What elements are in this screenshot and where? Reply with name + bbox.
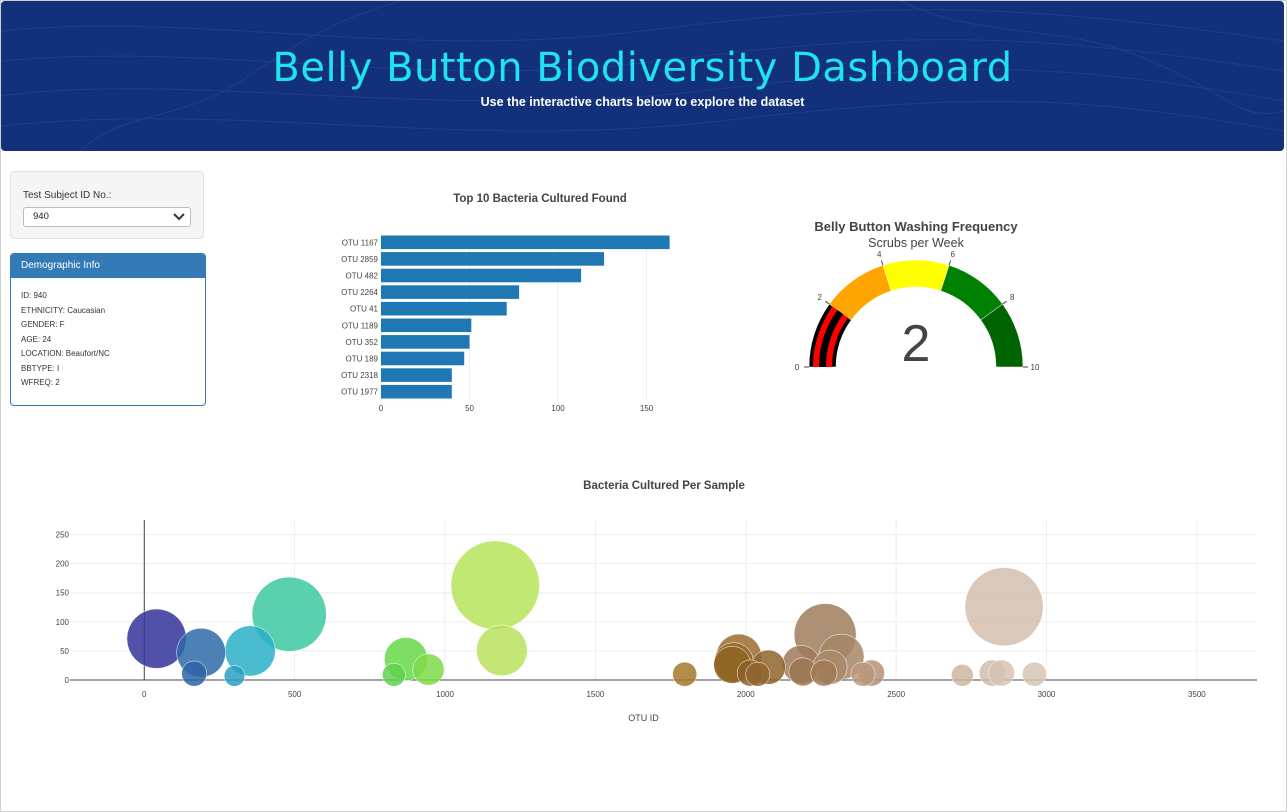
gauge-value: 2: [902, 315, 931, 373]
gauge-tick: [1002, 300, 1007, 305]
gauge-tick-label: 2: [818, 293, 823, 302]
gauge-tick: [948, 260, 952, 266]
bar-category-label: OTU 1189: [342, 321, 379, 330]
bubble-x-tick-label: 3500: [1188, 690, 1206, 699]
gauge-subtitle: Scrubs per Week: [868, 236, 964, 250]
demo-wfreq: WFREQ: 2: [21, 378, 60, 387]
bubble: [251, 576, 327, 652]
gauge-tick-label: 6: [951, 250, 956, 259]
bar: [381, 252, 605, 266]
demographic-info-heading: Demographic Info: [11, 254, 205, 278]
page-subtitle: Use the interactive charts below to expl…: [480, 95, 805, 109]
gauge-tick: [825, 300, 830, 305]
bubble-x-tick-label: 3000: [1038, 690, 1056, 699]
bar-x-tick-label: 0: [379, 404, 384, 413]
bubble: [988, 659, 1015, 687]
page-title: Belly Button Biodiversity Dashboard: [272, 45, 1013, 91]
bubble: [181, 660, 208, 687]
bar-category-label: OTU 1977: [341, 388, 378, 397]
bubble-chart-title: Bacteria Cultured Per Sample: [583, 480, 745, 492]
demo-ethnicity: ETHNICITY: Caucasian: [21, 305, 106, 315]
demographic-info-body: ID: 940 ETHNICITY: Caucasian GENDER: F A…: [11, 278, 205, 393]
bar-chart-title: Top 10 Bacteria Cultured Found: [453, 193, 627, 205]
bubble: [1022, 661, 1047, 687]
bubble: [745, 661, 771, 687]
gauge-band: [980, 303, 1024, 368]
gauge-tick-label: 0: [795, 363, 800, 372]
demographic-info-panel: Demographic Info ID: 940 ETHNICITY: Cauc…: [10, 253, 206, 406]
gauge-tick-label: 10: [1031, 363, 1040, 372]
bubble-y-tick-label: 200: [56, 560, 70, 569]
bubble-x-tick-label: 1500: [586, 690, 604, 699]
bar-category-label: OTU 482: [346, 272, 379, 281]
gauge-tick-label: 8: [1010, 293, 1015, 302]
demo-bbtype: BBTYPE: I: [21, 363, 60, 373]
bubble-y-tick-label: 0: [65, 676, 70, 685]
bar-x-tick-label: 50: [465, 404, 474, 413]
subject-selector-well: Test Subject ID No.: 940: [10, 171, 204, 239]
bar: [381, 351, 465, 366]
subject-id-dropdown[interactable]: 940: [23, 207, 191, 227]
bubble-y-tick-label: 250: [56, 531, 70, 540]
gauge-tick: [880, 260, 884, 266]
bubble-chart[interactable]: Bacteria Cultured Per Sample 0 50 100 150 200…: [30, 470, 1270, 730]
chevron-down-icon: [173, 213, 185, 221]
bar-category-label: OTU 2264: [341, 288, 378, 297]
gauge-band: [882, 259, 950, 292]
subject-id-label: Test Subject ID No.:: [23, 190, 112, 201]
bubble: [672, 661, 698, 687]
bar-x-tick-label: 100: [551, 404, 565, 413]
bar: [381, 285, 520, 299]
bubble-y-tick-label: 50: [60, 647, 69, 656]
bubble: [964, 567, 1044, 647]
bubble: [412, 653, 445, 686]
bubble: [223, 665, 246, 687]
bubble-x-tick-label: 1000: [436, 690, 454, 699]
bar: [381, 301, 507, 316]
bar: [381, 268, 582, 283]
bar-x-tick-label: 150: [640, 404, 654, 413]
bar-category-label: OTU 1167: [342, 238, 379, 247]
bar: [381, 384, 452, 399]
bubble: [850, 661, 876, 687]
bar: [381, 335, 470, 349]
bubble-y-tick-label: 150: [56, 589, 70, 598]
bubble: [951, 664, 974, 687]
demo-age: AGE: 24: [21, 334, 52, 344]
bubble-x-tick-label: 500: [288, 690, 302, 699]
washing-frequency-gauge[interactable]: Belly Button Washing Frequency Scrubs per…: [780, 210, 1050, 380]
bar-category-label: OTU 2859: [341, 255, 378, 264]
header-background-pattern: [1, 1, 1284, 151]
bubble: [476, 624, 528, 677]
bubble: [382, 662, 406, 687]
gauge-tick-label: 4: [877, 250, 882, 259]
bar: [381, 235, 670, 250]
bubble-x-tick-label: 2500: [887, 690, 905, 699]
top10-bar-chart[interactable]: Top 10 Bacteria Cultured Found 0 50 100 150 O…: [320, 180, 720, 415]
bubble: [810, 659, 838, 687]
dashboard-header: Belly Button Biodiversity Dashboard Use …: [1, 1, 1284, 151]
bar-category-label: OTU 2318: [341, 371, 378, 380]
bar-category-label: OTU 41: [350, 305, 379, 314]
bar-category-label: OTU 189: [346, 355, 379, 364]
bar-category-label: OTU 352: [346, 338, 379, 347]
bubble: [450, 540, 540, 630]
bubble-y-tick-label: 100: [56, 618, 70, 627]
bar: [381, 318, 472, 333]
gauge-value-core: [819, 309, 844, 367]
bubble-x-tick-label: 0: [142, 690, 147, 699]
bubble-x-tick-label: 2000: [737, 690, 755, 699]
bar: [381, 368, 452, 382]
bubble-x-axis-label: OTU ID: [628, 713, 659, 723]
demo-id: ID: 940: [21, 291, 47, 300]
subject-id-value: 940: [33, 211, 49, 222]
gauge-title: Belly Button Washing Frequency: [814, 219, 1018, 234]
demo-location: LOCATION: Beaufort/NC: [21, 349, 110, 358]
demo-gender: GENDER: F: [21, 320, 65, 329]
